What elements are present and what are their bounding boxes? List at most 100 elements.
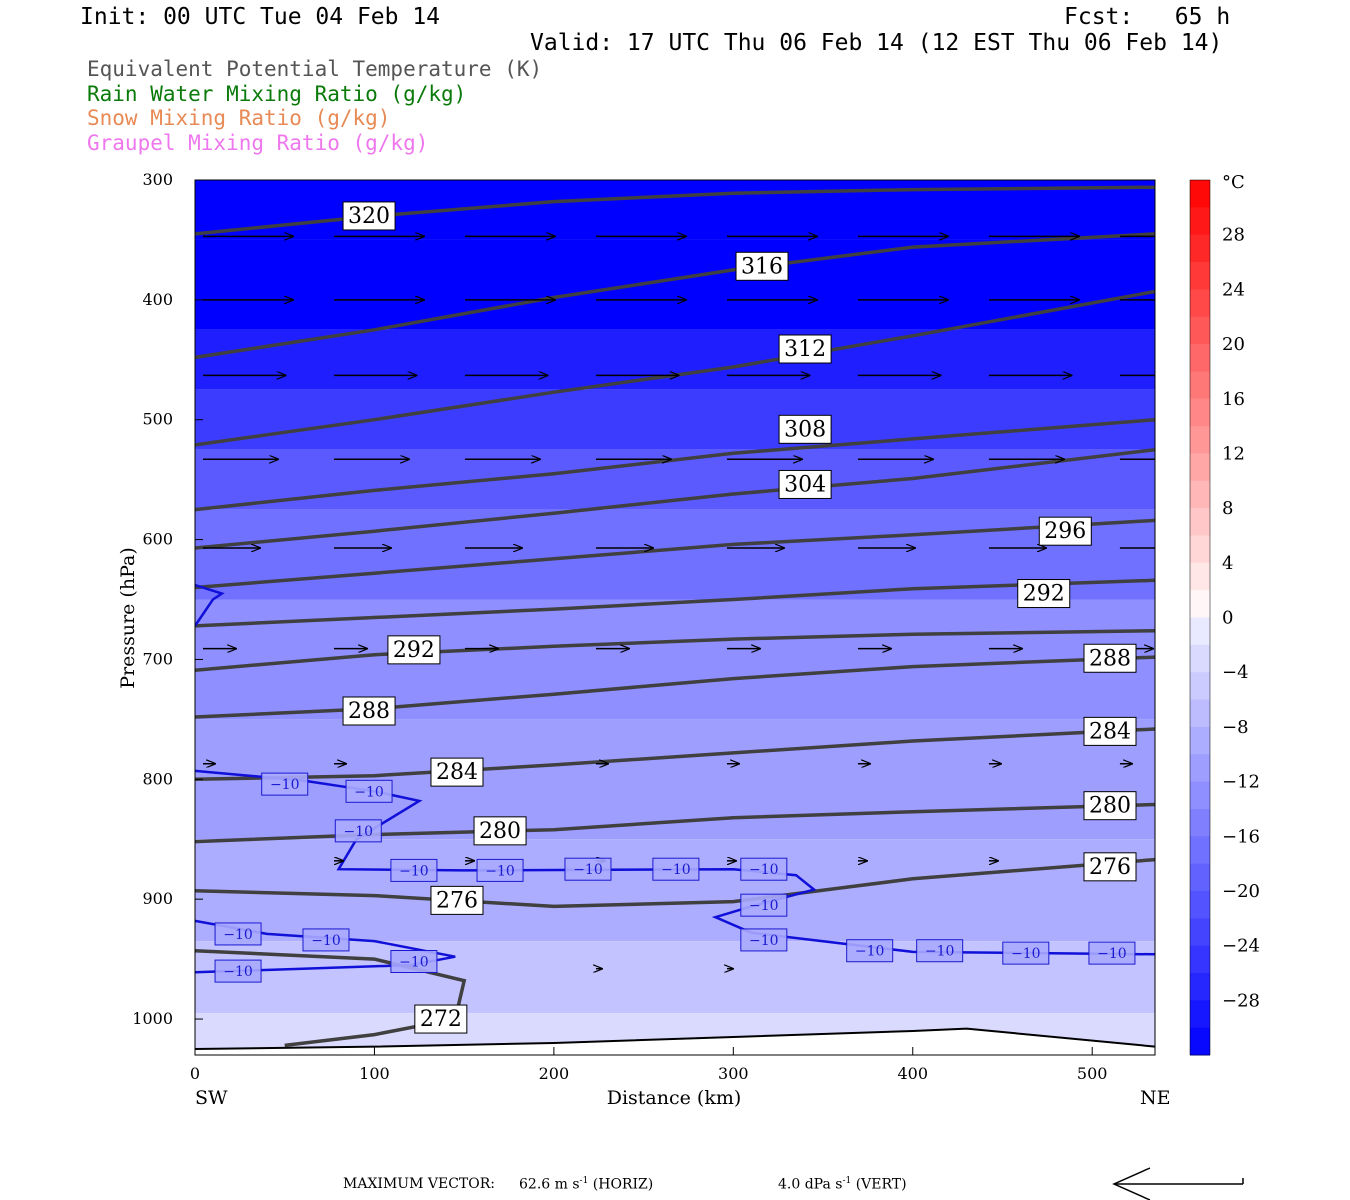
label-text: −10: [1011, 946, 1041, 962]
max-vector-label: MAXIMUM VECTOR:: [343, 1176, 495, 1192]
temperature-band: [195, 839, 1155, 942]
x-tick-label: 0: [190, 1064, 200, 1083]
label-text: −10: [223, 964, 253, 980]
isotherm-label: −10: [390, 858, 438, 882]
isotherm-label: −10: [1002, 941, 1050, 965]
isotherm-label: −10: [302, 928, 350, 952]
label-text: −10: [749, 933, 779, 949]
x-tick-label: 100: [359, 1064, 390, 1083]
theta-e-label: 272: [414, 1004, 468, 1034]
forecast-hour: Fcst: 65 h: [1064, 4, 1231, 30]
colorbar-cell: [1190, 1027, 1210, 1056]
theta-e-label: 320: [342, 201, 396, 231]
temperature-band: [195, 719, 1155, 840]
label-box: [740, 893, 788, 917]
label-box: [1002, 941, 1050, 965]
colorbar-cell: [1190, 371, 1210, 400]
theta-e-label: 276: [430, 885, 484, 915]
colorbar-label: −8: [1222, 717, 1249, 738]
theta-e-line: [195, 857, 1155, 909]
max-vector-vert: 4.0 dPa s-1 (VERT): [778, 1176, 907, 1193]
label-text: 284: [1089, 719, 1131, 744]
label-box: [740, 857, 788, 881]
theta-e-line: [195, 447, 1155, 550]
y-tick-label: 500: [142, 410, 173, 429]
wind-vectors: [203, 236, 1155, 968]
label-text: 280: [479, 819, 521, 844]
label-box: [473, 816, 527, 846]
theta-e-label: 284: [430, 757, 484, 787]
theta-e-label: 304: [778, 469, 832, 499]
colorbar-label: −16: [1222, 826, 1260, 847]
label-text: 288: [1089, 646, 1131, 671]
theta-e-line: [195, 518, 1155, 590]
label-box: [342, 201, 396, 231]
legend-graupel: Graupel Mixing Ratio (g/kg): [87, 131, 429, 155]
label-text: 292: [393, 638, 435, 663]
theta-e-line: [195, 628, 1155, 672]
colorbar-label: −28: [1222, 990, 1260, 1011]
label-box: [652, 857, 700, 881]
colorbar-cell: [1190, 344, 1210, 372]
colorbar-cell: [1190, 590, 1210, 618]
legend-snow: Snow Mixing Ratio (g/kg): [87, 106, 391, 130]
label-text: −10: [399, 955, 429, 971]
colorbar: °C 28 24 20 16 12 8 4 0 −4 −8 −12 −16 −20 −24 −28: [1189, 172, 1260, 1056]
label-box: [214, 959, 262, 983]
label-box: [387, 635, 441, 665]
colorbar-cell: [1190, 617, 1210, 646]
label-box: [476, 858, 524, 882]
x-tick-label: 200: [539, 1064, 570, 1083]
label-text: 272: [420, 1007, 462, 1032]
isotherm-line: [195, 583, 225, 627]
theta-e-label: 292: [387, 635, 441, 665]
colorbar-label: −24: [1222, 936, 1260, 957]
label-text: −10: [485, 863, 515, 879]
theta-e-label: 296: [1038, 516, 1092, 546]
isotherm-label: −10: [214, 922, 262, 946]
isotherm-label: −10: [740, 928, 788, 952]
label-text: 316: [741, 254, 783, 279]
label-box: [414, 1004, 468, 1034]
theta-e-label: 316: [735, 251, 789, 281]
label-text: 276: [1089, 855, 1131, 880]
label-box: [430, 757, 484, 787]
colorbar-cell: [1190, 426, 1210, 454]
label-text: −10: [223, 927, 253, 943]
theta-e-label: 280: [473, 816, 527, 846]
isotherm-label: −10: [476, 858, 524, 882]
label-text: −10: [1097, 946, 1127, 962]
label-box: [214, 922, 262, 946]
y-tick-label: 700: [142, 649, 173, 668]
colorbar-label: −4: [1222, 662, 1249, 683]
label-text: 276: [436, 888, 478, 913]
below-ground: [195, 1028, 1155, 1055]
label-box: [846, 939, 894, 963]
colorbar-cell: [1190, 672, 1210, 701]
colorbar-cell: [1190, 508, 1210, 536]
isotherm-label: −10: [334, 819, 382, 843]
label-text: 308: [784, 417, 826, 442]
label-text: −10: [399, 863, 429, 879]
theta-e-label: 280: [1083, 791, 1137, 821]
theta-e-label: 312: [778, 334, 832, 364]
isotherm-label: −10: [652, 857, 700, 881]
x-axis-title: Distance (km): [607, 1087, 742, 1109]
isotherm-label: −10: [1088, 941, 1136, 965]
label-box: [1083, 852, 1137, 882]
colorbar-label: 4: [1222, 553, 1233, 574]
isotherm-label: −10: [740, 857, 788, 881]
label-text: −10: [344, 824, 374, 840]
colorbar-cell: [1190, 699, 1210, 728]
label-text: 280: [1089, 794, 1131, 819]
colorbar-cell: [1190, 644, 1210, 673]
colorbar-cell: [1190, 398, 1210, 427]
colorbar-cell: [1190, 234, 1210, 263]
colorbar-cell: [1190, 754, 1210, 783]
colorbar-label: 20: [1222, 334, 1245, 355]
isotherm-label: −10: [345, 779, 393, 803]
isotherm-label: −10: [261, 772, 309, 796]
ground-line: [195, 1027, 1155, 1050]
label-box: [778, 414, 832, 444]
